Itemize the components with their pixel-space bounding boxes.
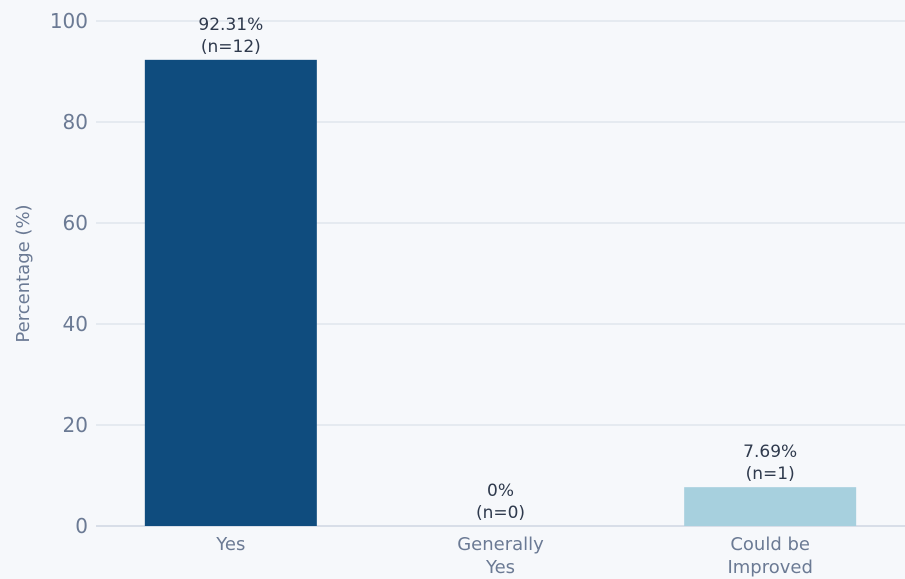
x-category-label: Yes bbox=[215, 534, 245, 555]
y-tick-label: 100 bbox=[50, 9, 88, 33]
y-tick-label: 0 bbox=[75, 514, 88, 538]
bars bbox=[144, 59, 857, 526]
data-labels: 92.31%(n=12) 0%(n=0) 7.69%(n=1) bbox=[198, 15, 797, 523]
bar bbox=[144, 59, 317, 526]
data-label-count: (n=0) bbox=[476, 503, 525, 523]
x-category-label: Could be bbox=[730, 534, 810, 555]
y-tick-label: 40 bbox=[63, 312, 88, 336]
bar bbox=[684, 487, 857, 526]
y-tick-label: 60 bbox=[63, 211, 88, 235]
data-label-count: (n=12) bbox=[201, 37, 261, 57]
x-category-label: Yes bbox=[485, 557, 515, 578]
data-label-percent: 92.31% bbox=[198, 15, 263, 35]
y-axis-ticks: 0 20 40 60 80 100 bbox=[50, 9, 88, 538]
y-tick-label: 80 bbox=[63, 110, 88, 134]
y-tick-label: 20 bbox=[63, 413, 88, 437]
data-label-count: (n=1) bbox=[746, 464, 795, 484]
x-category-label: Improved bbox=[727, 557, 812, 578]
data-label-percent: 7.69% bbox=[743, 442, 797, 462]
x-category-label: Generally bbox=[457, 534, 544, 555]
data-label-percent: 0% bbox=[487, 481, 514, 501]
y-axis-title: Percentage (%) bbox=[13, 204, 34, 342]
